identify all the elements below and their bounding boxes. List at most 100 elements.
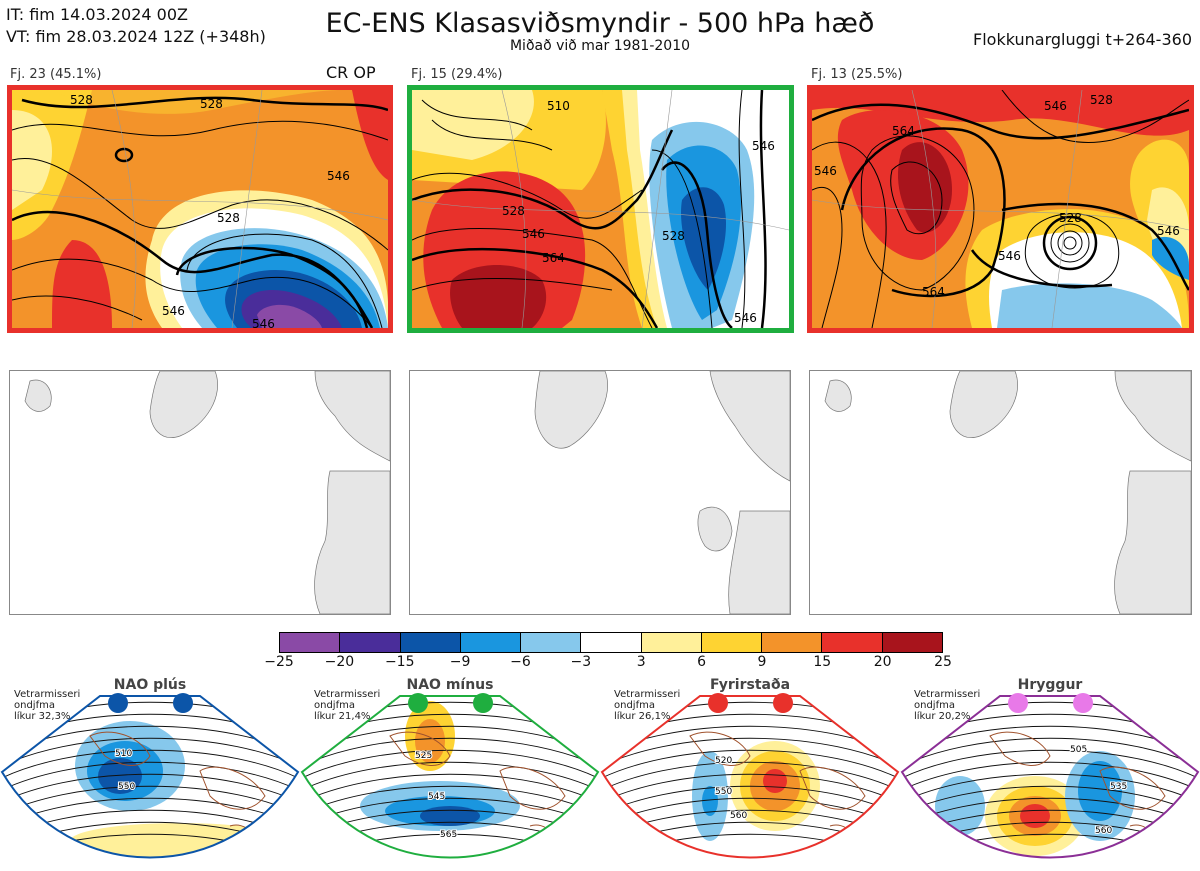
regime-info-line: ondjfma — [914, 700, 955, 711]
regime-contour-label: 505 — [1070, 745, 1087, 755]
regime-center-dot — [773, 693, 793, 713]
colorbar-tick-label: 3 — [636, 654, 646, 670]
regime-contour-label: 525 — [415, 751, 432, 761]
cluster-1-contour-label: 528 — [200, 97, 223, 111]
regime-center-dot — [108, 693, 128, 713]
cluster-3-contour-label: 546 — [814, 164, 837, 178]
regime-name: Fyrirstaða — [709, 677, 791, 693]
height-contour — [302, 761, 598, 797]
anomaly-blob — [420, 806, 480, 826]
anomaly-blob — [935, 776, 985, 836]
cluster-1-contour-label: 528 — [217, 211, 240, 225]
cluster-2-contour-label: 510 — [547, 99, 570, 113]
regime-name: NAO mínus — [406, 677, 494, 693]
cluster-2-map: 510 528 546 564 528 546 546 — [407, 85, 794, 333]
colorbar-segment — [581, 633, 642, 652]
regime-panel: 525 545 565 NAO mínus Vetrarmisseri ondjfma lí… — [300, 676, 600, 871]
colorbar-ticks: −25 −20 −15 −9 −6 −3 3 6 9 15 20 25 — [264, 654, 952, 674]
regime-map: 510 550 — [0, 693, 300, 859]
regime-map: 505 535 560 — [900, 693, 1200, 859]
cluster-3-contour-label: 546 — [998, 249, 1021, 263]
regime-info: Vetrarmisseri ondjfma líkur 20,2% — [914, 689, 980, 722]
anomaly-blob — [763, 769, 787, 793]
height-contour — [602, 737, 898, 773]
cluster-1-map: 528 528 546 528 546 546 — [7, 85, 393, 333]
height-contour — [2, 761, 298, 797]
height-contour — [602, 761, 898, 797]
regime-center-dot — [173, 693, 193, 713]
regime-info-line: líkur 26,1% — [614, 711, 671, 722]
colorbar-tick-label: 9 — [757, 654, 767, 670]
it-line: IT: fim 14.03.2024 00Z — [6, 5, 188, 24]
regime-center-dot — [708, 693, 728, 713]
colorbar-segment — [460, 633, 522, 652]
height-contour — [902, 749, 1198, 785]
height-contour — [902, 773, 1198, 809]
colorbar-segment — [340, 633, 401, 652]
cluster-1-contour-label: 528 — [70, 93, 93, 107]
regime-contour-label: 510 — [115, 749, 132, 759]
colorbar-tick-label: −3 — [570, 654, 592, 670]
regime-info-line: líkur 32,3% — [14, 711, 71, 722]
cluster-3-contour-label: 564 — [922, 285, 945, 299]
height-contour — [2, 773, 298, 809]
cluster-1-contour-label: 546 — [162, 304, 185, 318]
regime-contour-label: 560 — [1095, 826, 1112, 836]
height-contour — [2, 749, 298, 785]
header-info: IT: fim 14.03.2024 00Z VT: fim 28.03.202… — [6, 4, 266, 48]
land-outline — [24, 371, 390, 614]
anomaly-blob — [70, 823, 290, 858]
cluster-1-label: Fj. 23 (45.1%) — [10, 67, 102, 82]
cluster-2-label: Fj. 15 (29.4%) — [411, 67, 503, 82]
colorbar-tick-label: 20 — [873, 654, 892, 670]
cluster-2-field: 510 528 546 564 528 546 546 — [412, 90, 789, 328]
regime-info-line: Vetrarmisseri — [914, 689, 981, 700]
height-contour — [302, 749, 598, 785]
regime-center-dot — [1008, 693, 1028, 713]
anomaly-blob — [98, 758, 142, 794]
cluster-2-contour-label: 528 — [502, 204, 525, 218]
cluster-3-map: 546 528 564 546 528 546 564 546 — [807, 85, 1194, 333]
cluster-3-contour-label: 564 — [892, 124, 915, 138]
cluster-2-contour-label: 546 — [734, 311, 757, 325]
regime-map: 520 550 560 — [600, 693, 900, 859]
land-outline — [534, 371, 790, 614]
regime-info-line: ondjfma — [14, 700, 55, 711]
regime-border — [900, 695, 1200, 859]
regime-contour-label: 520 — [715, 756, 732, 766]
classification-window: Flokkunargluggi t+264-360 — [973, 30, 1192, 49]
height-contour — [302, 773, 598, 809]
regime-info-line: ondjfma — [314, 700, 355, 711]
regime-info: Vetrarmisseri ondjfma líkur 32,3% — [14, 689, 80, 722]
regime-contour-label: 560 — [730, 811, 747, 821]
regime-info: Vetrarmisseri ondjfma líkur 26,1% — [614, 689, 680, 722]
cluster-2-contour-label: 546 — [752, 139, 775, 153]
height-contour — [902, 737, 1198, 773]
regime-panel: 505 535 560 Hryggur Vetrarmisseri ondjfma líku… — [900, 676, 1200, 871]
colorbar-segment — [822, 633, 883, 652]
cluster-3-contour-label: 546 — [1044, 99, 1067, 113]
height-contour — [902, 761, 1198, 797]
page-subtitle: Miðað við mar 1981-2010 — [509, 38, 691, 54]
regime-info-line: líkur 20,2% — [914, 711, 971, 722]
cluster-2-contour-label: 546 — [522, 227, 545, 241]
regime-panel: 520 550 560 Fyrirstaða Vetrarmisseri ondjfma l… — [600, 676, 900, 871]
regime-info-line: líkur 21,4% — [314, 711, 371, 722]
colorbar-tick-label: −15 — [384, 654, 415, 670]
regime-info-line: Vetrarmisseri — [614, 689, 681, 700]
land-outline — [824, 371, 1191, 614]
blank-map-3 — [809, 370, 1192, 615]
regime-border — [600, 695, 900, 859]
cluster-3-contour-label: 528 — [1059, 211, 1082, 225]
regime-panel: 510 550 NAO plús Vetrarmisseri ondjfma líkur … — [0, 676, 300, 871]
colorbar-tick-label: −9 — [449, 654, 471, 670]
colorbar-segment — [882, 633, 942, 652]
colorbar-tick-label: 15 — [813, 654, 832, 670]
cluster-2-contour-label: 528 — [662, 229, 685, 243]
regime-info-line: Vetrarmisseri — [14, 689, 81, 700]
regime-info-line: ondjfma — [614, 700, 655, 711]
regime-border — [300, 695, 600, 859]
vt-line: VT: fim 28.03.2024 12Z (+348h) — [6, 27, 266, 46]
height-contour — [602, 749, 898, 785]
colorbar — [279, 632, 943, 653]
